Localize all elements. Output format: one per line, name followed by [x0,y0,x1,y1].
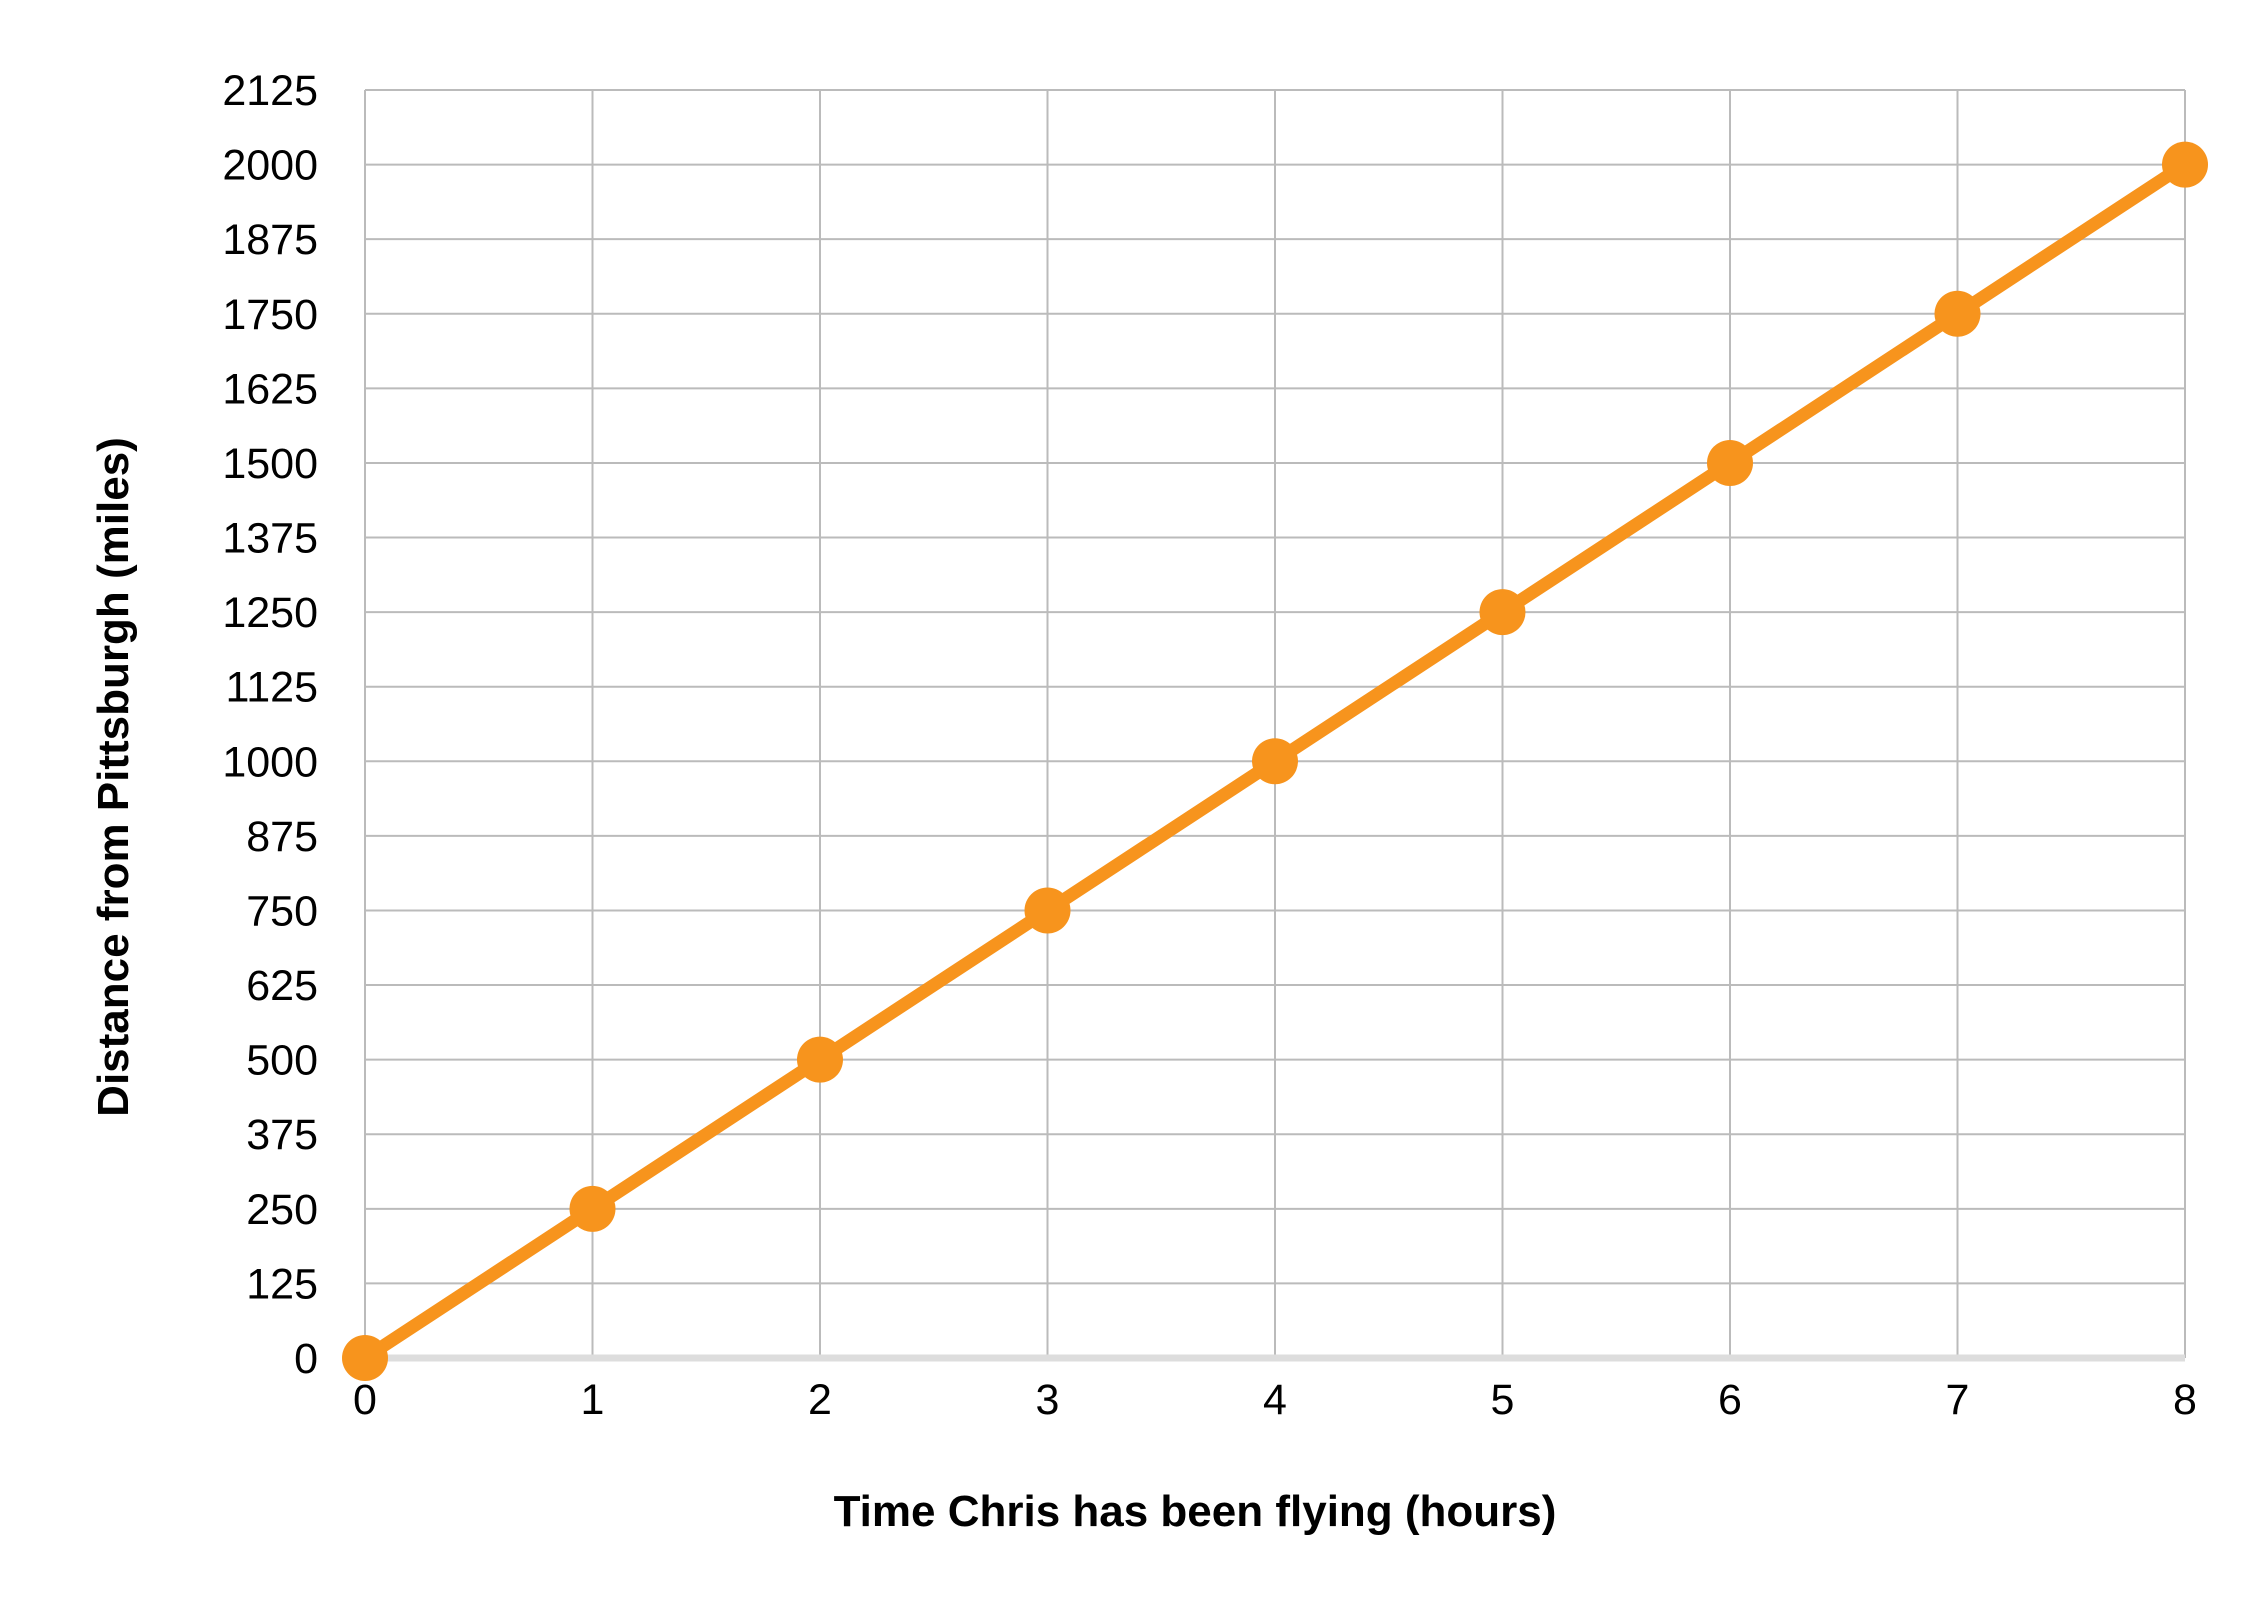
series [342,141,2208,1381]
y-tick-label: 2125 [222,67,318,115]
grid [364,89,2186,1358]
x-tick-label: 8 [2173,1376,2197,1424]
data-point-marker [569,1185,616,1232]
data-point-marker [1707,439,1753,486]
x-tick-label: 5 [1491,1376,1515,1424]
y-tick-label: 750 [246,887,318,935]
data-point-marker [1252,738,1298,785]
y-tick-label: 0 [294,1335,318,1383]
y-tick-label: 625 [246,962,318,1010]
data-point-marker [1934,290,1981,337]
y-tick-label: 1750 [222,291,318,339]
x-axis-title: Time Chris has been flying (hours) [834,1487,1557,1536]
y-tick-label: 875 [246,813,318,861]
y-tick-label: 250 [246,1186,318,1234]
tick-labels: 0125250375500625750875100011251250137515… [222,67,2197,1424]
data-point-marker [797,1036,843,1083]
y-tick-label: 125 [246,1260,318,1308]
y-axis-title: Distance from Pittsburgh (miles) [89,437,138,1117]
x-tick-label: 0 [353,1376,377,1424]
x-tick-label: 3 [1036,1376,1060,1424]
y-tick-label: 1875 [222,216,318,264]
x-tick-label: 1 [581,1376,605,1424]
y-tick-label: 1000 [222,738,318,786]
y-tick-label: 375 [246,1111,318,1159]
data-point-marker [2162,141,2208,188]
y-tick-label: 1250 [222,589,318,637]
x-tick-label: 7 [1946,1376,1970,1424]
y-tick-label: 1625 [222,365,318,413]
y-tick-label: 1125 [226,664,318,712]
x-tick-label: 6 [1718,1376,1742,1424]
x-tick-label: 4 [1263,1376,1287,1424]
data-point-marker [1479,589,1526,636]
y-tick-label: 1500 [222,440,318,488]
y-tick-label: 2000 [222,142,318,190]
y-tick-label: 1375 [222,515,318,563]
x-tick-label: 2 [808,1376,832,1424]
y-tick-label: 500 [246,1037,318,1085]
data-point-marker [342,1335,388,1381]
data-point-marker [1024,887,1071,934]
